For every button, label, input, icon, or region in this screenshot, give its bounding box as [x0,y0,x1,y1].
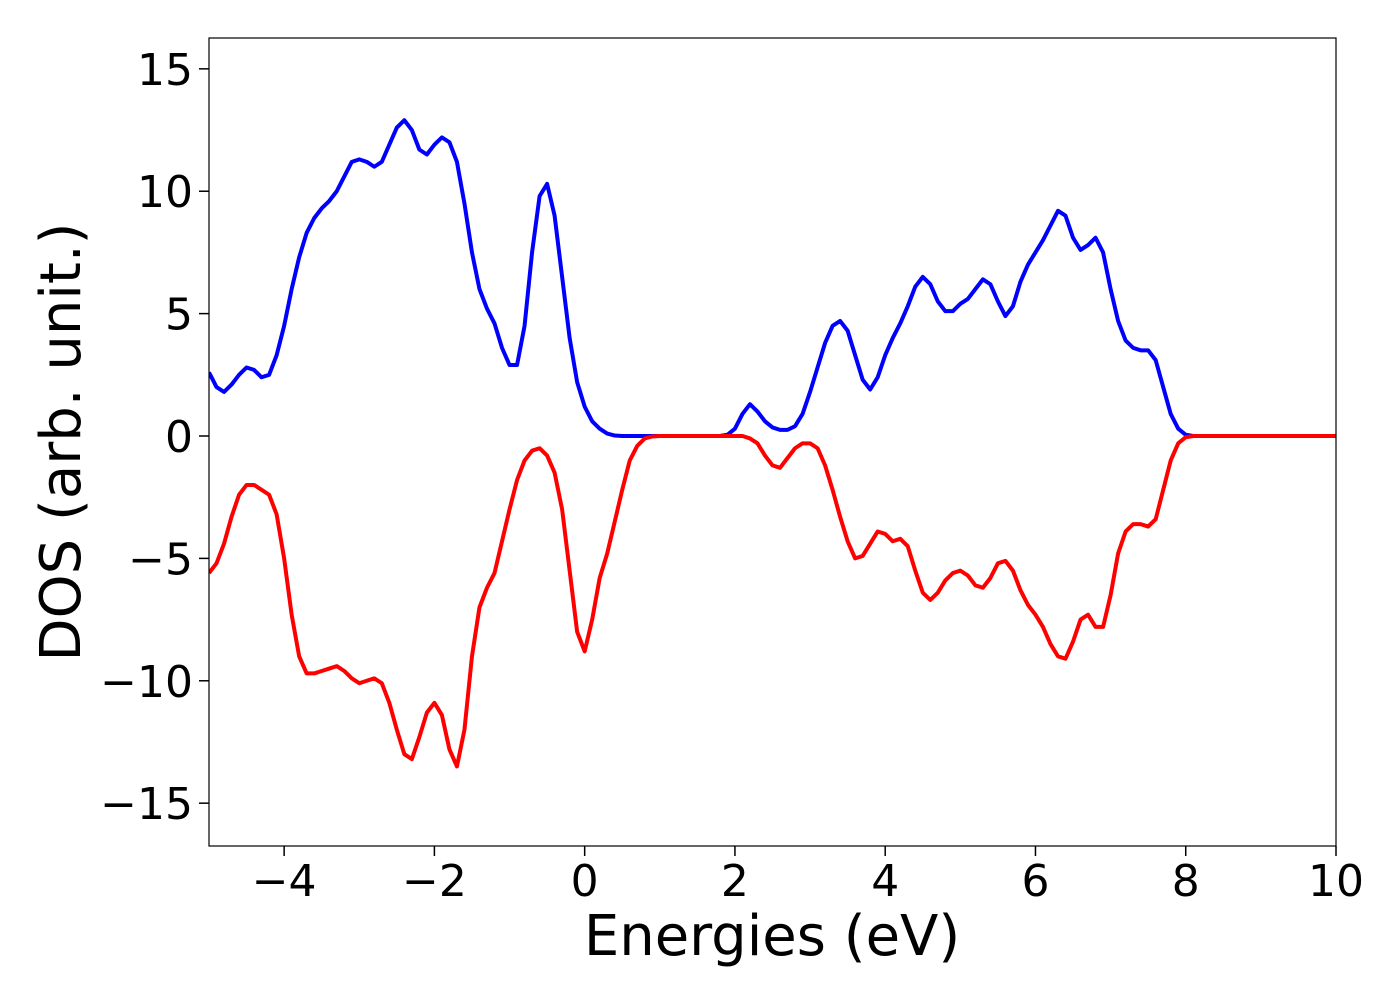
series-line [209,434,1336,769]
x-tick-label: 10 [1308,856,1364,907]
x-tick-label: 4 [871,856,899,907]
x-tick-label: 8 [1172,856,1200,907]
y-tick-label: −5 [128,534,193,585]
y-tick-label: 0 [165,412,193,463]
y-tick-label: 15 [137,45,193,96]
plot-frame [208,37,1337,847]
y-axis-label: DOS (arb. unit.) [29,222,94,661]
y-tick-label: −15 [100,779,193,830]
y-tick-label: 10 [137,167,193,218]
x-tick-label: 0 [571,856,599,907]
y-tick-label: 5 [165,290,193,341]
x-tick-label: 6 [1021,856,1049,907]
y-tick-label: −10 [100,657,193,708]
x-tick-label: −4 [252,856,317,907]
x-tick-label: 2 [721,856,749,907]
x-axis-label: Energies (eV) [584,904,960,969]
x-tick-label: −2 [402,856,467,907]
series-line [209,118,1336,438]
